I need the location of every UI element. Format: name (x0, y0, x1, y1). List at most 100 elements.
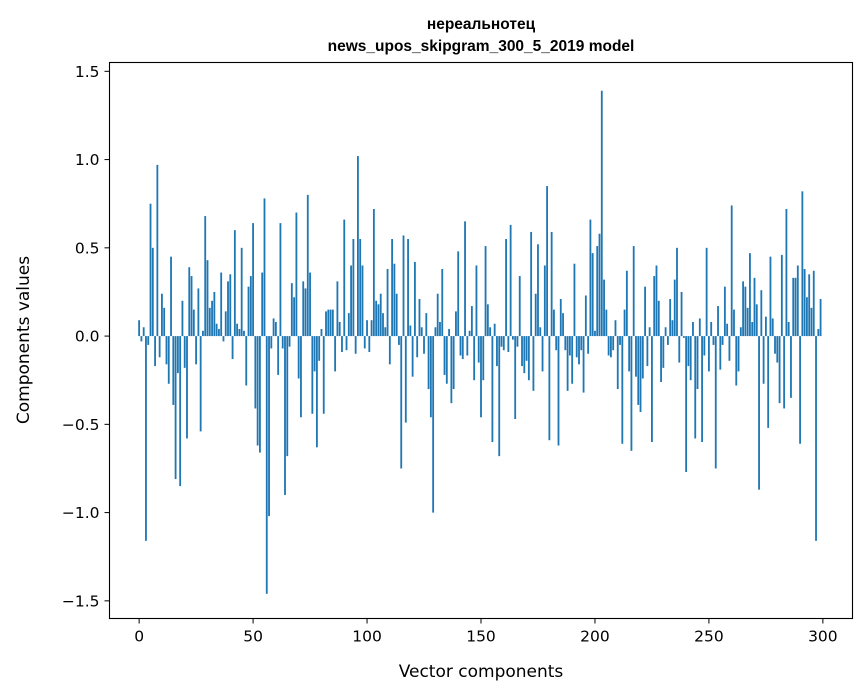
bar (489, 327, 492, 337)
bar (573, 263, 576, 337)
bar (482, 336, 485, 381)
bar (792, 277, 795, 337)
bar (249, 276, 252, 337)
bar (518, 276, 521, 337)
bar (195, 336, 198, 365)
bar (630, 336, 633, 451)
bar (165, 336, 168, 365)
bar (605, 309, 608, 337)
bar (810, 307, 813, 337)
bar (794, 277, 797, 337)
bar (295, 212, 298, 337)
bar (293, 297, 296, 337)
bar (202, 330, 204, 337)
bar (564, 336, 567, 351)
bar (808, 274, 811, 337)
bar (265, 336, 268, 594)
bar (655, 265, 658, 337)
bar (785, 209, 788, 337)
bar (530, 231, 533, 337)
bar (591, 253, 594, 337)
bar (657, 300, 660, 337)
bar (448, 329, 450, 337)
bar (436, 293, 439, 337)
bar (354, 336, 357, 354)
bar (192, 309, 195, 337)
y-tick-label: 1.0 (75, 151, 100, 169)
bar (290, 283, 293, 337)
bar (550, 231, 553, 337)
bar (217, 329, 220, 337)
bar (639, 336, 642, 412)
bar (733, 309, 735, 337)
bar (220, 272, 223, 337)
bar (730, 205, 733, 337)
bar (589, 219, 592, 337)
bar (578, 336, 580, 365)
bar (429, 336, 432, 418)
bar (534, 293, 537, 337)
bar (468, 330, 471, 337)
bar (812, 270, 815, 337)
bar (470, 306, 473, 337)
bar (368, 336, 371, 352)
bar (427, 336, 430, 390)
bar (584, 295, 587, 337)
bar (555, 336, 558, 351)
bar (306, 194, 309, 337)
bar (156, 164, 159, 337)
bar (393, 263, 396, 337)
bar (562, 313, 564, 337)
bar (213, 291, 216, 337)
bar (261, 272, 264, 337)
bar (541, 336, 544, 372)
bar (703, 336, 706, 356)
bar (398, 336, 400, 345)
bar (705, 247, 708, 337)
bar (662, 336, 665, 368)
bar (621, 336, 624, 444)
bar (603, 279, 605, 337)
bar (420, 327, 423, 337)
bar (252, 223, 254, 337)
bar (259, 336, 261, 453)
bar (568, 336, 571, 356)
bar (484, 246, 487, 337)
bar (486, 304, 489, 337)
bar (762, 336, 765, 384)
bar (749, 253, 751, 337)
bar (309, 272, 311, 337)
bar (502, 336, 505, 351)
bar (594, 330, 596, 337)
bar (651, 336, 653, 442)
bar (188, 267, 191, 337)
bar (500, 336, 503, 347)
bar (350, 265, 352, 337)
bar (413, 261, 416, 337)
bar (694, 336, 697, 439)
bar (712, 336, 715, 345)
bar (181, 300, 184, 337)
bar (329, 309, 332, 337)
bar (760, 290, 763, 337)
y-axis-ticks: 1.5 1.0 0.5 0.0 −0.5 −1.0 −1.5 (62, 63, 110, 610)
bar (297, 336, 300, 379)
x-tick-label: 50 (243, 628, 263, 646)
bar (457, 251, 460, 337)
bar (161, 293, 163, 337)
bar (637, 336, 640, 405)
bar (553, 309, 555, 337)
bar (322, 336, 325, 414)
bar (416, 336, 419, 358)
bar (735, 336, 738, 386)
bar (461, 336, 464, 360)
bar (254, 336, 257, 409)
plot-frame (108, 61, 854, 620)
bar (473, 336, 476, 381)
bar (334, 336, 337, 372)
bar (475, 265, 478, 337)
bar (377, 304, 380, 337)
bar (336, 281, 339, 337)
bar (806, 297, 808, 337)
bar (737, 336, 740, 372)
